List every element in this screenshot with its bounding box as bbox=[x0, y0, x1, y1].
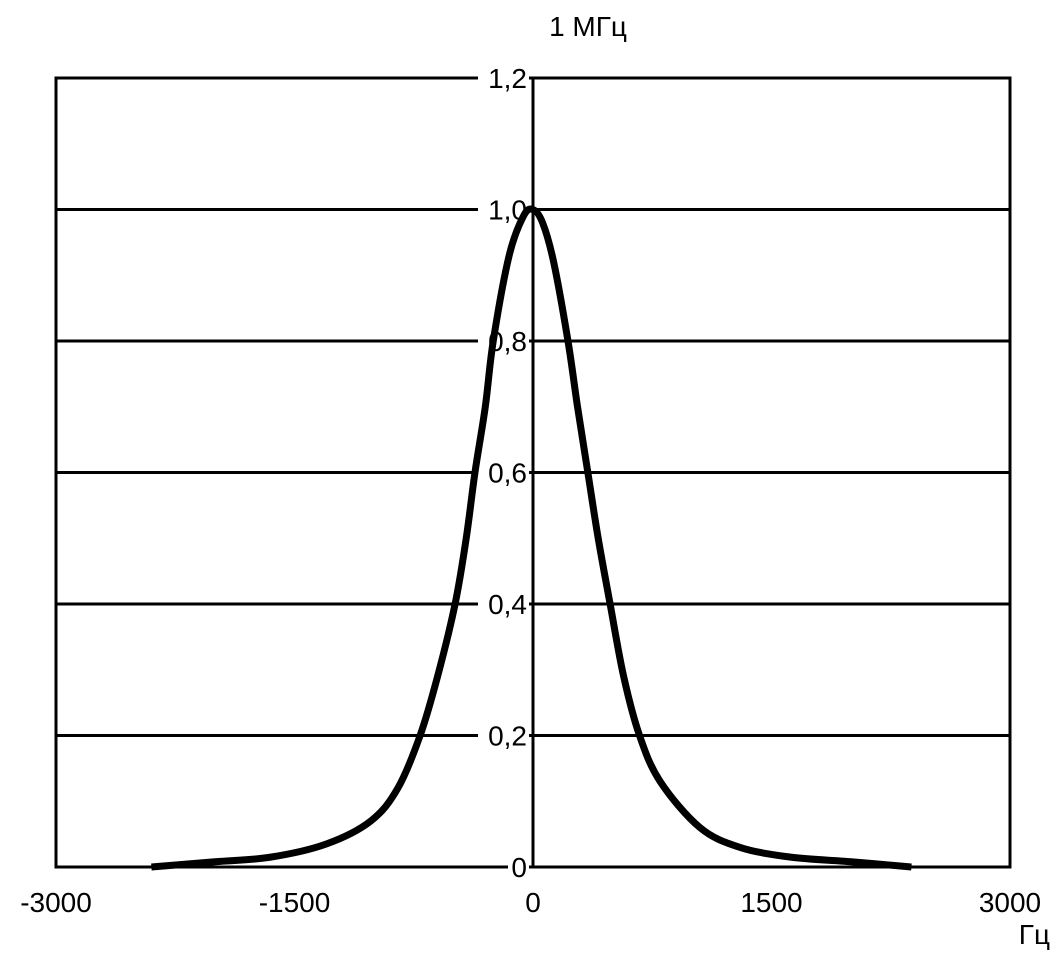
y-tick-label-bg bbox=[478, 588, 529, 620]
series-line-response bbox=[151, 205, 912, 871]
y-tick-label: 0,2 bbox=[488, 721, 527, 752]
x-tick-label: 0 bbox=[525, 887, 541, 918]
x-axis-label: Гц bbox=[1019, 919, 1050, 950]
chart-title: 1 МГц bbox=[549, 11, 627, 42]
y-tick-label: 0,4 bbox=[488, 589, 527, 620]
y-tick-label-bg bbox=[478, 719, 529, 752]
y-tick-label-bg bbox=[508, 851, 529, 883]
x-tick-labels: -3000 -1500 0 1500 3000 bbox=[20, 887, 1041, 918]
y-tick-label-bg bbox=[478, 62, 529, 94]
x-tick-label: -3000 bbox=[20, 887, 92, 918]
x-tick-label: -1500 bbox=[259, 887, 331, 918]
x-tick-label: 1500 bbox=[740, 887, 802, 918]
x-tick-label: 3000 bbox=[979, 887, 1041, 918]
y-tick-label-bg bbox=[478, 325, 529, 357]
y-tick-label-bg bbox=[478, 456, 529, 489]
y-tick-label: 0,6 bbox=[488, 458, 527, 489]
y-tick-label: 1,2 bbox=[488, 63, 527, 94]
y-tick-label: 0 bbox=[511, 852, 527, 883]
y-tick-labels: 00,20,40,60,81,01,2 bbox=[478, 62, 529, 883]
